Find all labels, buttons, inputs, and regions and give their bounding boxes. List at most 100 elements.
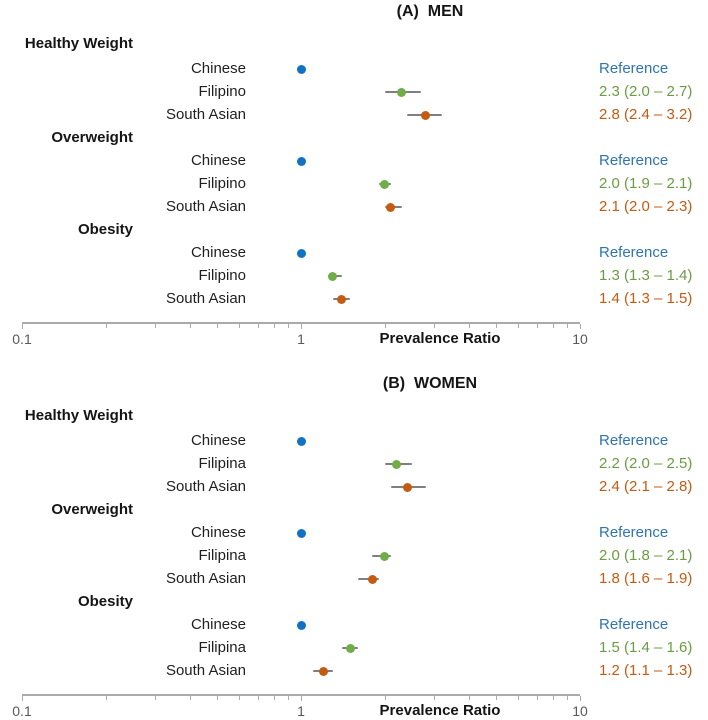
- value-label-chinese: Reference: [599, 244, 669, 261]
- value-label-south_asian: 2.8 (2.4 – 3.2): [599, 106, 693, 123]
- x-axis-title: Prevalence Ratio: [379, 702, 501, 719]
- x-axis-minor-tick: [155, 324, 157, 328]
- x-axis-tick-label: 1: [297, 703, 305, 719]
- x-axis-minor-tick: [384, 324, 386, 328]
- row-label-chinese: Chinese: [190, 244, 246, 261]
- value-label-south_asian: 1.2 (1.1 – 1.3): [599, 662, 693, 679]
- x-axis-minor-tick: [288, 696, 290, 700]
- reference-dot-chinese: [296, 620, 306, 630]
- row-label-filipino: Filipino: [198, 267, 246, 284]
- x-axis-major-tick: [580, 324, 581, 329]
- reference-dot-chinese: [296, 156, 306, 166]
- x-axis-minor-tick: [189, 324, 191, 328]
- estimate-dot-south_asian: [386, 202, 396, 212]
- x-axis-title: Prevalence Ratio: [379, 330, 501, 347]
- x-axis-minor-tick: [434, 696, 436, 700]
- row-label-filipino: Filipina: [198, 639, 246, 656]
- x-axis-minor-tick: [257, 324, 259, 328]
- row-label-south_asian: South Asian: [165, 570, 246, 587]
- x-axis-major-tick: [301, 324, 302, 329]
- value-label-filipino: 2.0 (1.8 – 2.1): [599, 547, 693, 564]
- x-axis-major-tick: [580, 696, 581, 701]
- row-label-chinese: Chinese: [190, 524, 246, 541]
- value-label-chinese: Reference: [599, 152, 669, 169]
- value-label-south_asian: 1.8 (1.6 – 1.9): [599, 570, 693, 587]
- value-label-filipino: 2.2 (2.0 – 2.5): [599, 455, 693, 472]
- row-label-filipino: Filipino: [198, 83, 246, 100]
- x-axis-minor-tick: [496, 696, 497, 700]
- estimate-dot-south_asian: [402, 482, 412, 492]
- x-axis-minor-tick: [273, 696, 275, 700]
- estimate-dot-filipino: [380, 551, 390, 561]
- x-axis-minor-tick: [496, 324, 497, 328]
- x-axis-minor-tick: [105, 696, 107, 700]
- x-axis-major-tick: [22, 696, 23, 701]
- value-label-south_asian: 2.1 (2.0 – 2.3): [599, 198, 693, 215]
- panel-men: (A) MEN Healthy Weight Chinese Reference Fil…: [12, 3, 693, 347]
- group-label: Overweight: [51, 501, 133, 518]
- estimate-dot-south_asian: [337, 294, 347, 304]
- panel-title-women: (B) WOMEN: [382, 375, 478, 392]
- x-axis-minor-tick: [189, 696, 191, 700]
- row-label-south_asian: South Asian: [165, 662, 246, 679]
- reference-dot-chinese: [296, 436, 306, 446]
- x-axis-minor-tick: [288, 324, 290, 328]
- reference-dot-chinese: [296, 64, 306, 74]
- value-label-filipino: 2.0 (1.9 – 2.1): [599, 175, 693, 192]
- row-label-south_asian: South Asian: [165, 290, 246, 307]
- x-axis-tick-label: 1: [297, 331, 305, 347]
- estimate-dot-filipino: [392, 459, 402, 469]
- group-label: Obesity: [77, 221, 133, 238]
- value-label-south_asian: 1.4 (1.3 – 1.5): [599, 290, 693, 307]
- x-axis-minor-tick: [105, 324, 107, 328]
- group-label: Healthy Weight: [24, 35, 133, 52]
- x-axis-tick-label: 0.1: [12, 703, 32, 719]
- x-axis-major-tick: [301, 696, 302, 701]
- estimate-dot-filipino: [328, 271, 338, 281]
- estimate-dot-filipino: [380, 179, 390, 189]
- x-axis-minor-tick: [536, 324, 538, 328]
- reference-dot-chinese: [296, 248, 306, 258]
- x-axis-minor-tick: [518, 324, 520, 328]
- group-label: Healthy Weight: [24, 407, 133, 424]
- x-axis-minor-tick: [518, 696, 520, 700]
- row-label-filipino: Filipina: [198, 547, 246, 564]
- value-label-south_asian: 2.4 (2.1 – 2.8): [599, 478, 693, 495]
- row-label-south_asian: South Asian: [165, 106, 246, 123]
- x-axis-minor-tick: [468, 696, 470, 700]
- x-axis-minor-tick: [217, 696, 218, 700]
- x-axis-tick-label: 10: [572, 703, 588, 719]
- reference-dot-chinese: [296, 528, 306, 538]
- group-label: Overweight: [51, 129, 133, 146]
- estimate-dot-south_asian: [367, 574, 377, 584]
- x-axis-minor-tick: [217, 324, 218, 328]
- value-label-chinese: Reference: [599, 524, 669, 541]
- x-axis-minor-tick: [384, 696, 386, 700]
- x-axis-minor-tick: [536, 696, 538, 700]
- panel-title-men: (A) MEN: [396, 3, 464, 20]
- row-label-filipino: Filipina: [198, 455, 246, 472]
- x-axis-tick-label: 0.1: [12, 331, 32, 347]
- value-label-chinese: Reference: [599, 432, 669, 449]
- row-label-south_asian: South Asian: [165, 478, 246, 495]
- estimate-dot-south_asian: [421, 110, 431, 120]
- x-axis-minor-tick: [273, 324, 275, 328]
- x-axis-minor-tick: [155, 696, 157, 700]
- x-axis-minor-tick: [567, 696, 569, 700]
- row-label-filipino: Filipino: [198, 175, 246, 192]
- x-axis-minor-tick: [239, 324, 241, 328]
- x-axis-minor-tick: [567, 324, 569, 328]
- value-label-chinese: Reference: [599, 60, 669, 77]
- row-label-chinese: Chinese: [190, 616, 246, 633]
- value-label-chinese: Reference: [599, 616, 669, 633]
- x-axis-minor-tick: [552, 324, 554, 328]
- value-label-filipino: 1.5 (1.4 – 1.6): [599, 639, 693, 656]
- estimate-dot-filipino: [397, 87, 407, 97]
- value-label-filipino: 1.3 (1.3 – 1.4): [599, 267, 693, 284]
- group-label: Obesity: [77, 593, 133, 610]
- x-axis-line: [22, 322, 580, 324]
- x-axis-minor-tick: [434, 324, 436, 328]
- x-axis-minor-tick: [239, 696, 241, 700]
- estimate-dot-filipino: [345, 643, 355, 653]
